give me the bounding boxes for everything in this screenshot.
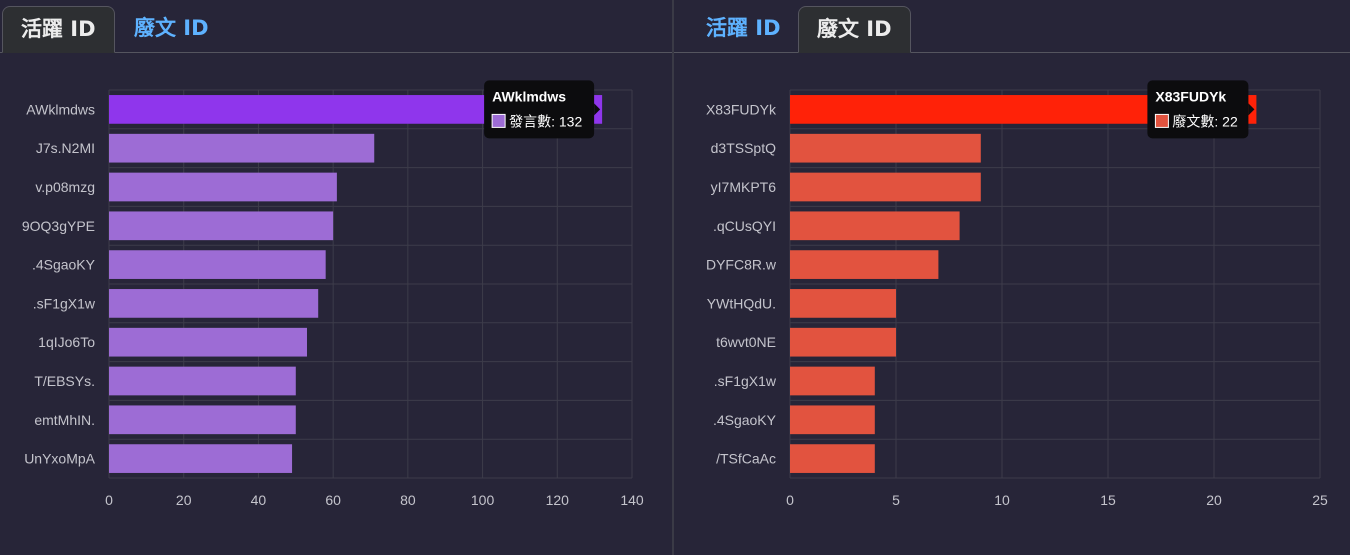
tooltip-value: 發言數: 132 <box>509 113 582 129</box>
x-tick-label: 25 <box>1312 492 1328 508</box>
active-category-label: .4SgaoKY <box>32 257 96 273</box>
active-bar[interactable] <box>109 211 334 241</box>
panel-divider <box>672 0 674 555</box>
active-category-label: v.p08mzg <box>35 179 95 195</box>
spam-id-panel: 活躍 ID 廢文 ID 0 5 10 15 20 25 X83FUDYk d3TSSptQ yI… <box>674 0 1350 555</box>
spam-category-label: d3TSSptQ <box>711 140 776 156</box>
spam-bar[interactable] <box>790 289 896 318</box>
x-tick-label: 100 <box>471 492 495 508</box>
right-tab-bar: 活躍 ID 廢文 ID <box>674 0 1350 53</box>
spam-category-label: DYFC8R.w <box>706 257 777 273</box>
x-tick-label: 15 <box>1100 492 1116 508</box>
x-tick-label: 20 <box>1206 492 1222 508</box>
tooltip-background <box>1147 80 1249 139</box>
spam-category-label: /TSfCaAc <box>716 451 776 467</box>
tooltip-swatch <box>491 113 506 128</box>
active-bar[interactable] <box>109 250 326 279</box>
spam-category-label: YWtHQdU. <box>707 295 776 311</box>
active-category-label: 9OQ3gYPE <box>22 218 95 234</box>
spam-bar[interactable] <box>790 211 960 241</box>
spam-bar[interactable] <box>790 172 981 202</box>
spam-bar[interactable] <box>790 133 981 163</box>
tooltip-title: X83FUDYk <box>1155 88 1226 104</box>
tooltip-title: AWklmdws <box>492 88 566 104</box>
spam-category-label: t6wvt0NE <box>716 334 776 350</box>
x-tick-label: 0 <box>786 492 794 508</box>
spam-category-label: .qCUsQYI <box>713 218 776 234</box>
active-category-label: emtMhIN. <box>34 412 95 428</box>
active-bar[interactable] <box>109 133 375 163</box>
left-tab-active-id[interactable]: 活躍 ID <box>2 6 115 53</box>
tooltip-caret <box>1248 103 1255 116</box>
spam-bar[interactable] <box>790 250 939 279</box>
tooltip-value: 廢文數: 22 <box>1172 113 1238 129</box>
spam-category-label: X83FUDYk <box>706 101 777 117</box>
x-tick-label: 20 <box>176 492 192 508</box>
spam-bar[interactable] <box>790 444 875 473</box>
active-category-label: AWklmdws <box>26 101 95 117</box>
active-bar[interactable] <box>109 172 337 202</box>
active-category-label: 1qIJo6To <box>38 334 95 350</box>
x-tick-label: 80 <box>400 492 416 508</box>
active-category-label: .sF1gX1w <box>33 295 96 311</box>
active-category-label: UnYxoMpA <box>24 451 95 467</box>
tooltip-background <box>484 80 595 139</box>
x-tick-label: 0 <box>105 492 113 508</box>
left-tab-bar: 活躍 ID 廢文 ID <box>0 0 672 53</box>
x-tick-label: 140 <box>620 492 644 508</box>
active-bar[interactable] <box>109 366 296 396</box>
active-id-panel: 活躍 ID 廢文 ID 0 20 40 60 80 100 120 140 AWklmdws J7… <box>0 0 672 555</box>
active-bar[interactable] <box>109 405 296 435</box>
spam-category-label: .sF1gX1w <box>714 373 777 389</box>
active-tooltip: AWklmdws 發言數: 132 <box>484 80 601 139</box>
x-tick-label: 5 <box>892 492 900 508</box>
right-tab-active-id[interactable]: 活躍 ID <box>706 16 781 40</box>
active-category-label: T/EBSYs. <box>34 373 95 389</box>
x-tick-label: 120 <box>546 492 570 508</box>
spam-category-label: .4SgaoKY <box>713 412 777 428</box>
active-bar[interactable] <box>109 289 319 318</box>
active-bar[interactable] <box>109 444 293 473</box>
spam-category-label: yI7MKPT6 <box>711 179 777 195</box>
x-tick-label: 40 <box>251 492 267 508</box>
spam-bar[interactable] <box>790 327 896 357</box>
active-id-bar-chart: 0 20 40 60 80 100 120 140 AWklmdws J7s.N2MI v.p08m… <box>22 80 644 508</box>
active-category-label: J7s.N2MI <box>36 140 95 156</box>
spam-tooltip: X83FUDYk 廢文數: 22 <box>1147 80 1255 139</box>
tooltip-swatch <box>1154 113 1169 128</box>
left-tab-spam-id[interactable]: 廢文 ID <box>134 16 209 40</box>
x-tick-label: 60 <box>325 492 341 508</box>
x-tick-label: 10 <box>994 492 1010 508</box>
spam-bar[interactable] <box>790 366 875 396</box>
spam-id-bar-chart: 0 5 10 15 20 25 X83FUDYk d3TSSptQ yI7MKPT6 .qCUsQ… <box>706 80 1328 508</box>
tooltip-caret <box>594 103 601 116</box>
spam-bar[interactable] <box>790 405 875 435</box>
active-bar[interactable] <box>109 327 307 357</box>
right-tab-spam-id[interactable]: 廢文 ID <box>798 6 911 53</box>
